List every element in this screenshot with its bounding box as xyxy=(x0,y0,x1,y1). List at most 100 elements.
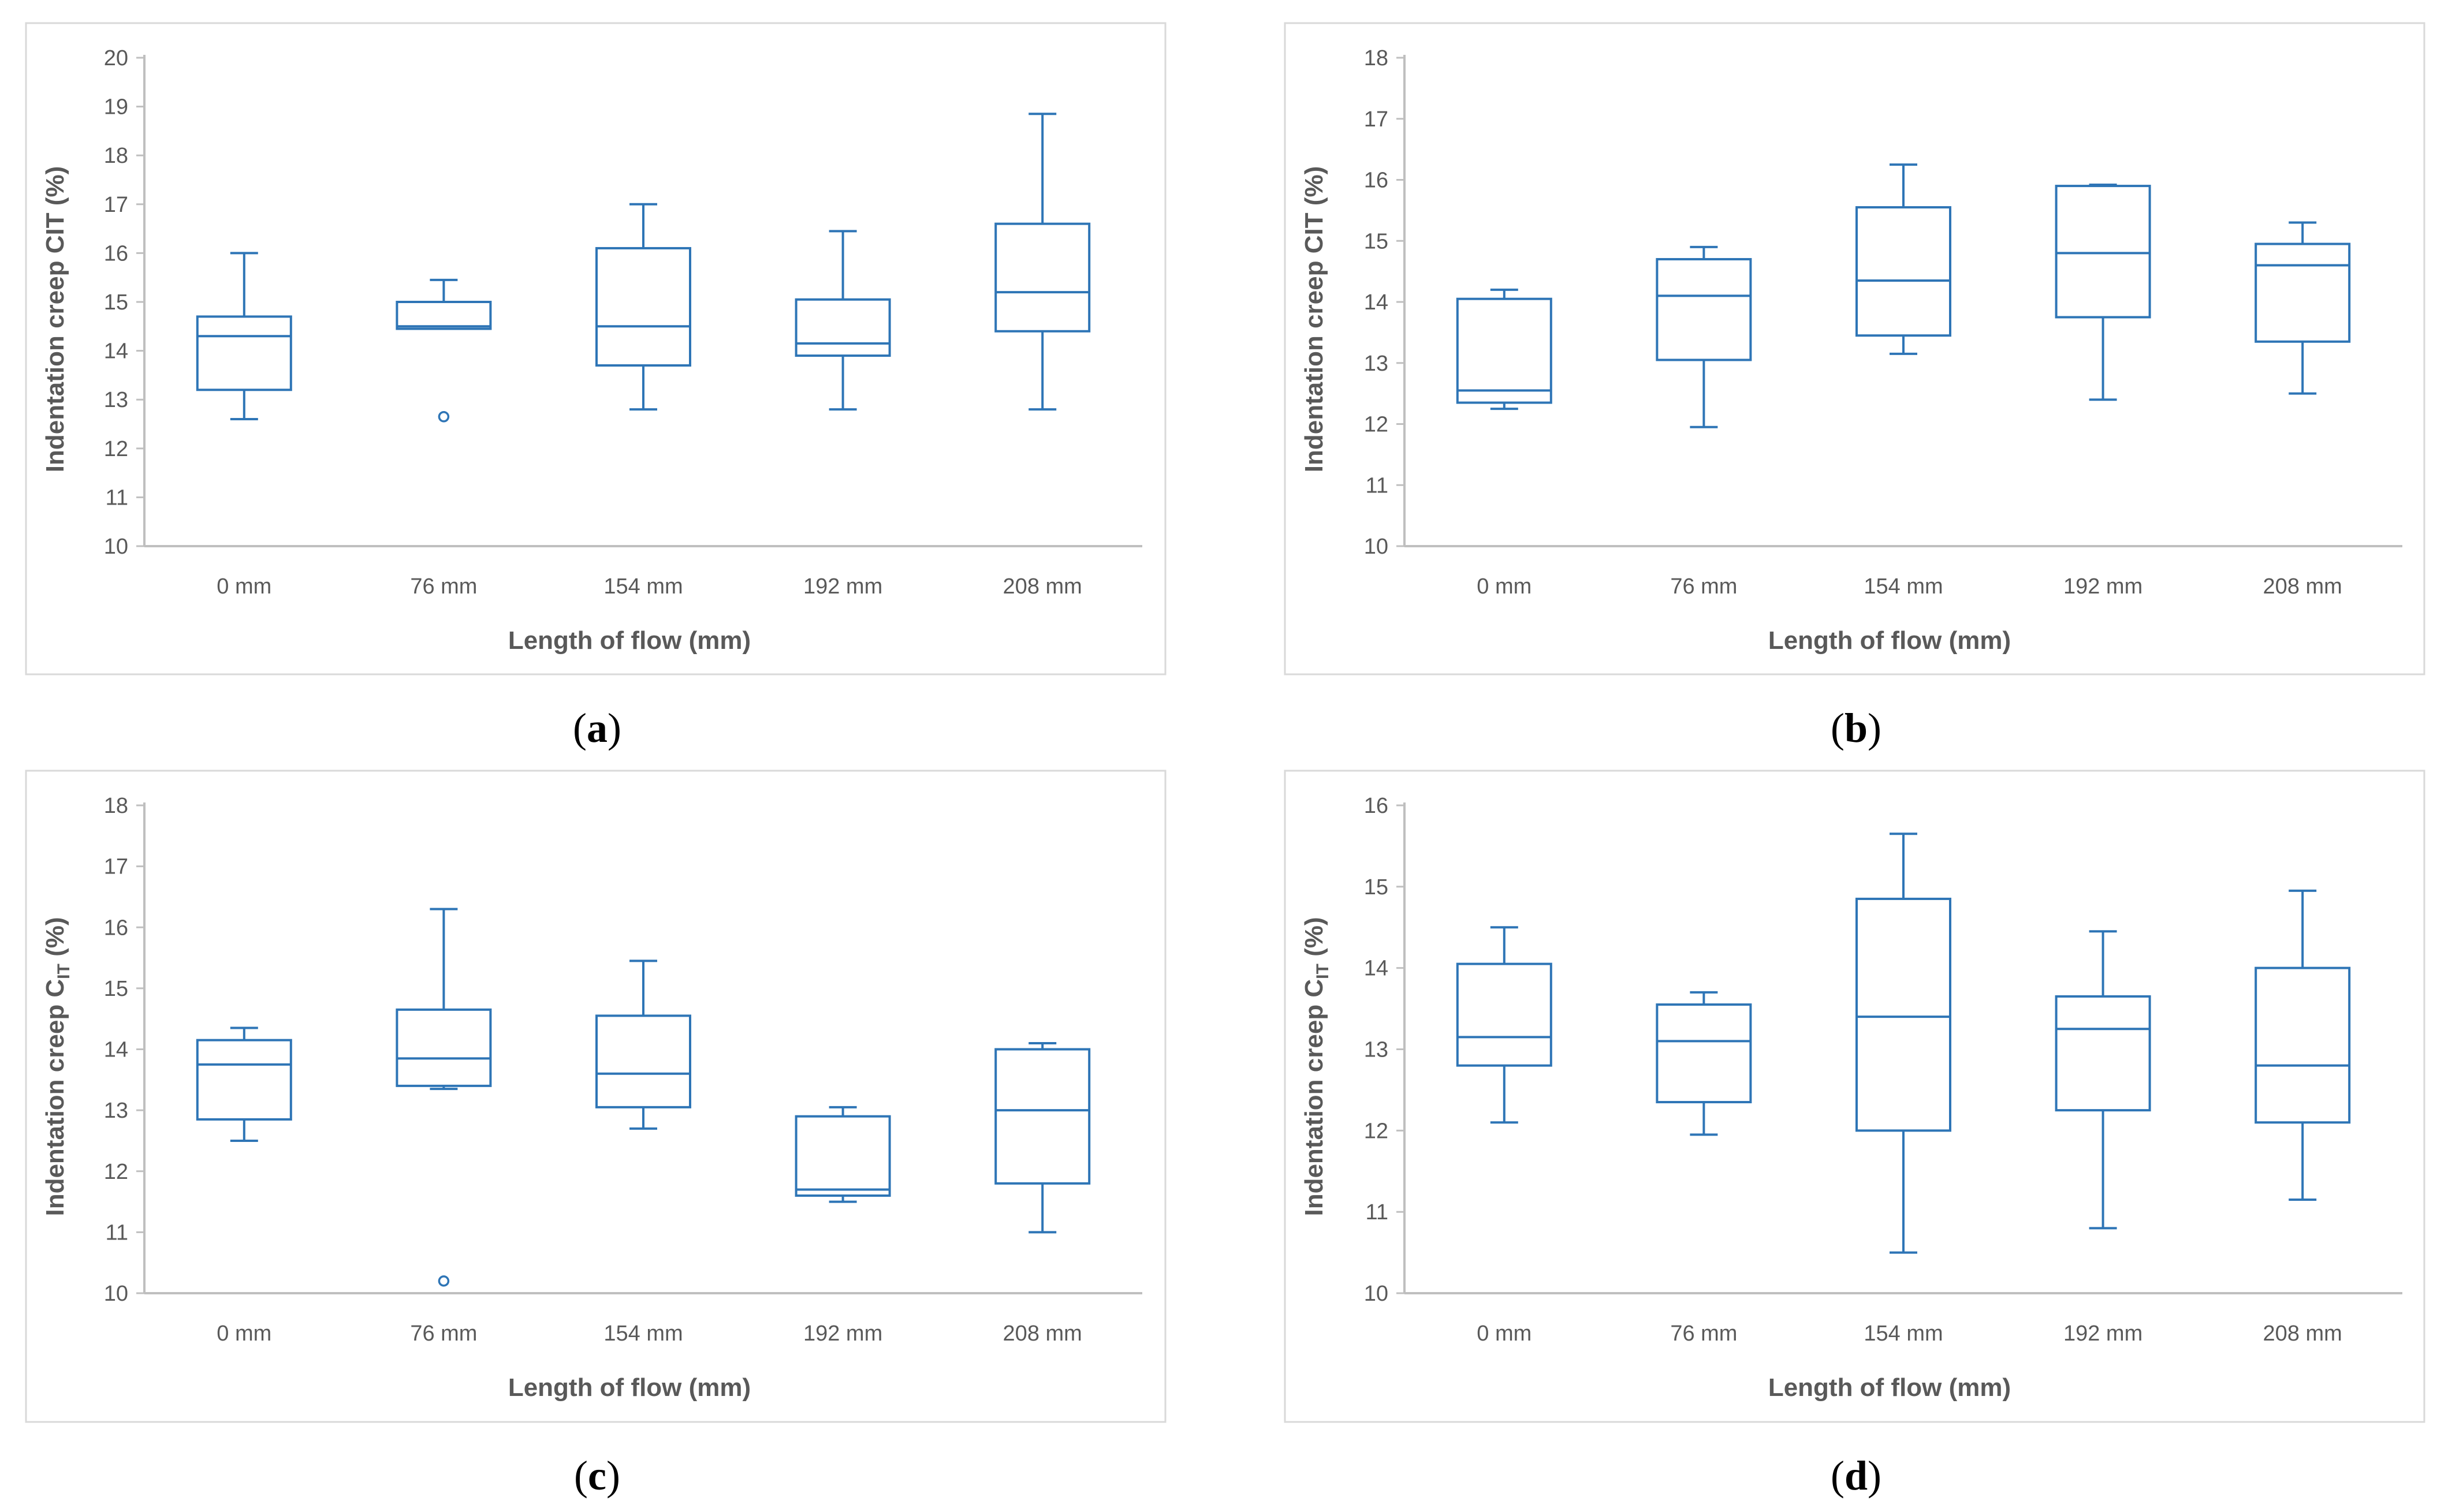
caption-letter: a xyxy=(587,705,608,751)
y-tick-label: 17 xyxy=(104,855,128,879)
y-axis-title-subscript: IT xyxy=(1313,964,1332,979)
box-2 xyxy=(1855,832,1951,1254)
caption-letter: c xyxy=(588,1453,606,1499)
panel-caption: (d) xyxy=(1831,1453,1881,1499)
iqr-box xyxy=(2255,966,2351,1124)
y-tick-label: 18 xyxy=(104,794,128,818)
y-axis-title-main: Indentation creep C xyxy=(1300,979,1328,1216)
box-3 xyxy=(2055,183,2151,401)
y-tick-label: 16 xyxy=(104,241,128,266)
box-4 xyxy=(994,1041,1091,1234)
chart-panel-a: 10 11 12 13 14 15 16 17 18 19 20 0 mm 76 mm 154 mm 192… xyxy=(25,22,1167,751)
x-tick-label: 76 mm xyxy=(410,1321,477,1346)
panel-caption: (b) xyxy=(1831,705,1881,751)
chart-panel-d: 10 11 12 13 14 15 16 0 mm 76 mm 154 mm 192 mm 208 m… xyxy=(1284,770,2425,1499)
x-tick-label: 208 mm xyxy=(2263,1321,2342,1346)
y-tick-label: 15 xyxy=(104,977,128,1001)
y-tick-label: 16 xyxy=(1364,794,1388,818)
panel-caption: (a) xyxy=(573,705,621,751)
iqr-box xyxy=(396,301,492,330)
y-axis-title-subscript: IT xyxy=(54,964,73,979)
x-tick-label: 0 mm xyxy=(1477,574,1531,599)
iqr-box xyxy=(994,222,1091,333)
x-axis-title: Length of flow (mm) xyxy=(508,626,751,655)
x-tick-label: 208 mm xyxy=(2263,574,2342,599)
caption-close-paren: ) xyxy=(1868,1453,1881,1499)
y-tick-label: 10 xyxy=(104,1282,128,1306)
y-tick-label: 19 xyxy=(104,95,128,120)
box-1 xyxy=(1656,991,1752,1136)
box-2 xyxy=(595,203,691,411)
caption-open-paren: ( xyxy=(574,1453,588,1499)
box-0 xyxy=(196,252,292,421)
panel-caption: (c) xyxy=(574,1453,620,1499)
x-axis-title: Length of flow (mm) xyxy=(1768,626,2011,655)
iqr-box xyxy=(994,1048,1091,1185)
chart-frame xyxy=(1284,770,2425,1423)
iqr-box xyxy=(1656,257,1752,361)
caption-close-paren: ) xyxy=(608,705,621,751)
iqr-box xyxy=(1456,297,1552,404)
y-tick-label: 16 xyxy=(1364,169,1388,193)
y-tick-label: 15 xyxy=(104,290,128,315)
x-tick-label: 0 mm xyxy=(1477,1321,1531,1346)
box-1 xyxy=(396,278,492,423)
y-tick-label: 11 xyxy=(1366,473,1388,498)
y-axis-title-main: Indentation creep CIT (%) xyxy=(41,166,69,472)
iqr-box xyxy=(196,315,292,391)
outlier-point xyxy=(438,411,450,423)
box-3 xyxy=(795,1106,891,1203)
y-axis-title: Indentation creep CIT (%) xyxy=(41,917,73,1216)
y-axis-title-tail: (%) xyxy=(41,917,69,964)
y-tick-label: 10 xyxy=(1364,1282,1388,1306)
y-tick-label: 11 xyxy=(106,1220,128,1245)
box-0 xyxy=(1456,288,1552,410)
y-tick-label: 14 xyxy=(1364,290,1388,315)
x-tick-label: 154 mm xyxy=(603,1321,683,1346)
x-tick-label: 154 mm xyxy=(1864,574,1943,599)
y-tick-label: 11 xyxy=(1366,1200,1388,1224)
y-axis-title: Indentation creep CIT (%) xyxy=(41,166,69,472)
box-3 xyxy=(2055,930,2151,1230)
x-tick-label: 208 mm xyxy=(1003,574,1082,599)
iqr-box xyxy=(795,298,891,357)
caption-close-paren: ) xyxy=(1868,705,1881,751)
iqr-box xyxy=(396,1008,492,1087)
chart-panel-c: 10 11 12 13 14 15 16 17 18 0 mm 76 mm 154 mm 192 mm 2… xyxy=(25,770,1167,1499)
x-tick-label: 0 mm xyxy=(217,1321,271,1346)
x-axis-title: Length of flow (mm) xyxy=(508,1373,751,1402)
iqr-box xyxy=(1855,897,1951,1132)
iqr-box xyxy=(2055,995,2151,1112)
y-tick-label: 17 xyxy=(104,193,128,217)
box-0 xyxy=(196,1026,292,1142)
chart-panel-b: 10 11 12 13 14 15 16 17 18 0 mm 76 mm 154 mm 192 mm 2… xyxy=(1284,22,2425,751)
x-tick-label: 76 mm xyxy=(410,574,477,599)
y-axis-title: Indentation creep CIT (%) xyxy=(1300,917,1332,1216)
box-1 xyxy=(1656,245,1752,428)
box-1 xyxy=(396,908,492,1287)
y-axis-title-tail: (%) xyxy=(1300,917,1328,964)
caption-open-paren: ( xyxy=(573,705,587,751)
y-tick-label: 10 xyxy=(104,535,128,559)
y-axis-title-main: Indentation creep CIT (%) xyxy=(1300,166,1328,472)
iqr-box xyxy=(1656,1003,1752,1104)
box-4 xyxy=(2255,889,2351,1201)
y-tick-label: 12 xyxy=(104,1160,128,1184)
iqr-box xyxy=(2255,242,2351,343)
box-4 xyxy=(2255,221,2351,395)
y-tick-label: 12 xyxy=(1364,1119,1388,1143)
y-tick-label: 15 xyxy=(1364,875,1388,899)
y-tick-label: 14 xyxy=(1364,957,1388,981)
box-4 xyxy=(994,113,1091,411)
y-tick-label: 14 xyxy=(104,339,128,364)
caption-letter: b xyxy=(1844,705,1868,751)
box-3 xyxy=(795,230,891,411)
iqr-box xyxy=(1456,962,1552,1067)
x-tick-label: 76 mm xyxy=(1670,1321,1737,1346)
y-tick-label: 12 xyxy=(104,437,128,461)
iqr-box xyxy=(2055,185,2151,319)
y-tick-label: 15 xyxy=(1364,229,1388,253)
y-axis-title: Indentation creep CIT (%) xyxy=(1300,166,1328,472)
x-tick-label: 192 mm xyxy=(803,1321,882,1346)
